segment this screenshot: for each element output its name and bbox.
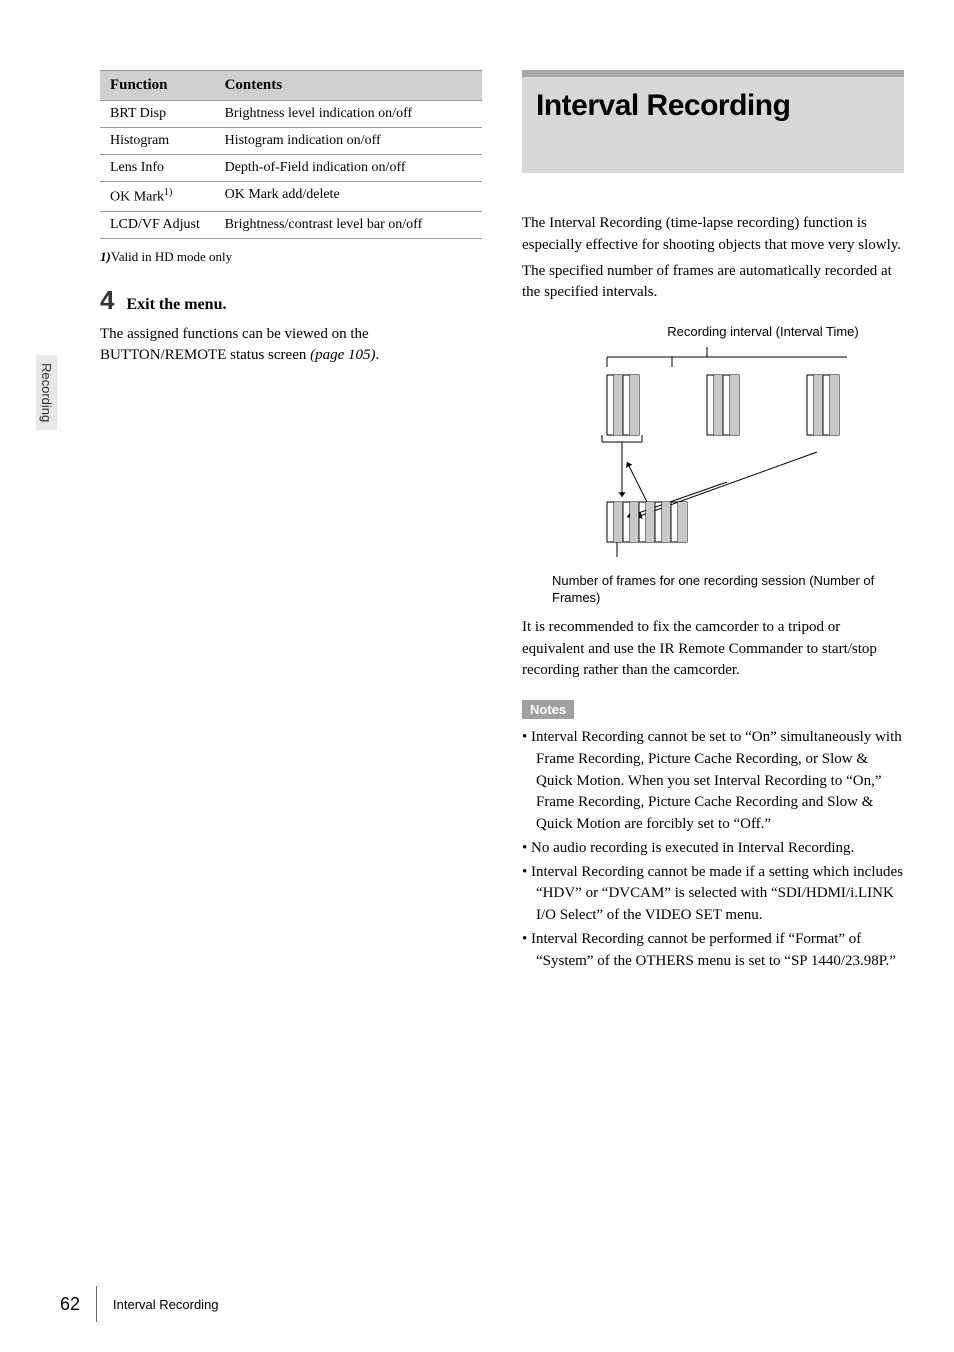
intro-para-1: The Interval Recording (time-lapse recor…: [522, 213, 904, 257]
function-cell: LCD/VF Adjust: [100, 211, 215, 238]
intro-para-2: The specified number of frames are autom…: [522, 261, 904, 305]
table-row: BRT DispBrightness level indication on/o…: [100, 101, 482, 128]
table-row: HistogramHistogram indication on/off: [100, 128, 482, 155]
function-cell: OK Mark1): [100, 182, 215, 212]
table-row: OK Mark1)OK Mark add/delete: [100, 182, 482, 212]
footnote-marker: 1): [100, 249, 111, 264]
table-row: LCD/VF AdjustBrightness/contrast level b…: [100, 211, 482, 238]
footnote-text: Valid in HD mode only: [111, 249, 232, 264]
step-instruction: Exit the menu.: [126, 296, 226, 314]
table-row: Lens InfoDepth-of-Field indication on/of…: [100, 155, 482, 182]
page-footer: 62 Interval Recording: [60, 1286, 219, 1322]
contents-cell: Brightness/contrast level bar on/off: [215, 211, 482, 238]
diagram-caption-bottom: Number of frames for one recording sessi…: [552, 573, 904, 607]
step-number: 4: [100, 285, 114, 316]
left-column: Function Contents BRT DispBrightness lev…: [50, 70, 482, 1262]
step-body-after: .: [376, 347, 380, 363]
table-footnote: 1)Valid in HD mode only: [100, 249, 482, 265]
contents-cell: OK Mark add/delete: [215, 182, 482, 212]
section-heading-block: Interval Recording: [522, 70, 904, 173]
right-column: Interval Recording The Interval Recordin…: [522, 70, 904, 1262]
step-body: The assigned functions can be viewed on …: [100, 324, 482, 366]
function-table: Function Contents BRT DispBrightness lev…: [100, 70, 482, 239]
contents-cell: Brightness level indication on/off: [215, 101, 482, 128]
side-tab: Recording: [36, 355, 57, 430]
contents-cell: Depth-of-Field indication on/off: [215, 155, 482, 182]
footer-divider: [96, 1286, 97, 1322]
note-item: Interval Recording cannot be performed i…: [522, 929, 904, 973]
notes-label: Notes: [522, 700, 574, 719]
diagram-svg: [552, 347, 882, 562]
table-header-function: Function: [100, 71, 215, 101]
interval-diagram: Recording interval (Interval Time) Numbe…: [552, 324, 904, 607]
page-ref: (page 105): [310, 347, 375, 363]
diagram-caption-top: Recording interval (Interval Time): [622, 324, 904, 339]
table-header-contents: Contents: [215, 71, 482, 101]
note-item: Interval Recording cannot be made if a s…: [522, 862, 904, 927]
section-heading: Interval Recording: [536, 89, 890, 123]
recommend-para: It is recommended to fix the camcorder t…: [522, 617, 904, 682]
function-cell: BRT Disp: [100, 101, 215, 128]
note-item: Interval Recording cannot be set to “On”…: [522, 727, 904, 836]
contents-cell: Histogram indication on/off: [215, 128, 482, 155]
footer-section-name: Interval Recording: [113, 1297, 219, 1312]
step-line: 4 Exit the menu.: [100, 285, 482, 316]
note-item: No audio recording is executed in Interv…: [522, 838, 904, 860]
notes-list: Interval Recording cannot be set to “On”…: [522, 727, 904, 972]
page-number: 62: [60, 1294, 80, 1315]
function-cell: Lens Info: [100, 155, 215, 182]
function-cell: Histogram: [100, 128, 215, 155]
